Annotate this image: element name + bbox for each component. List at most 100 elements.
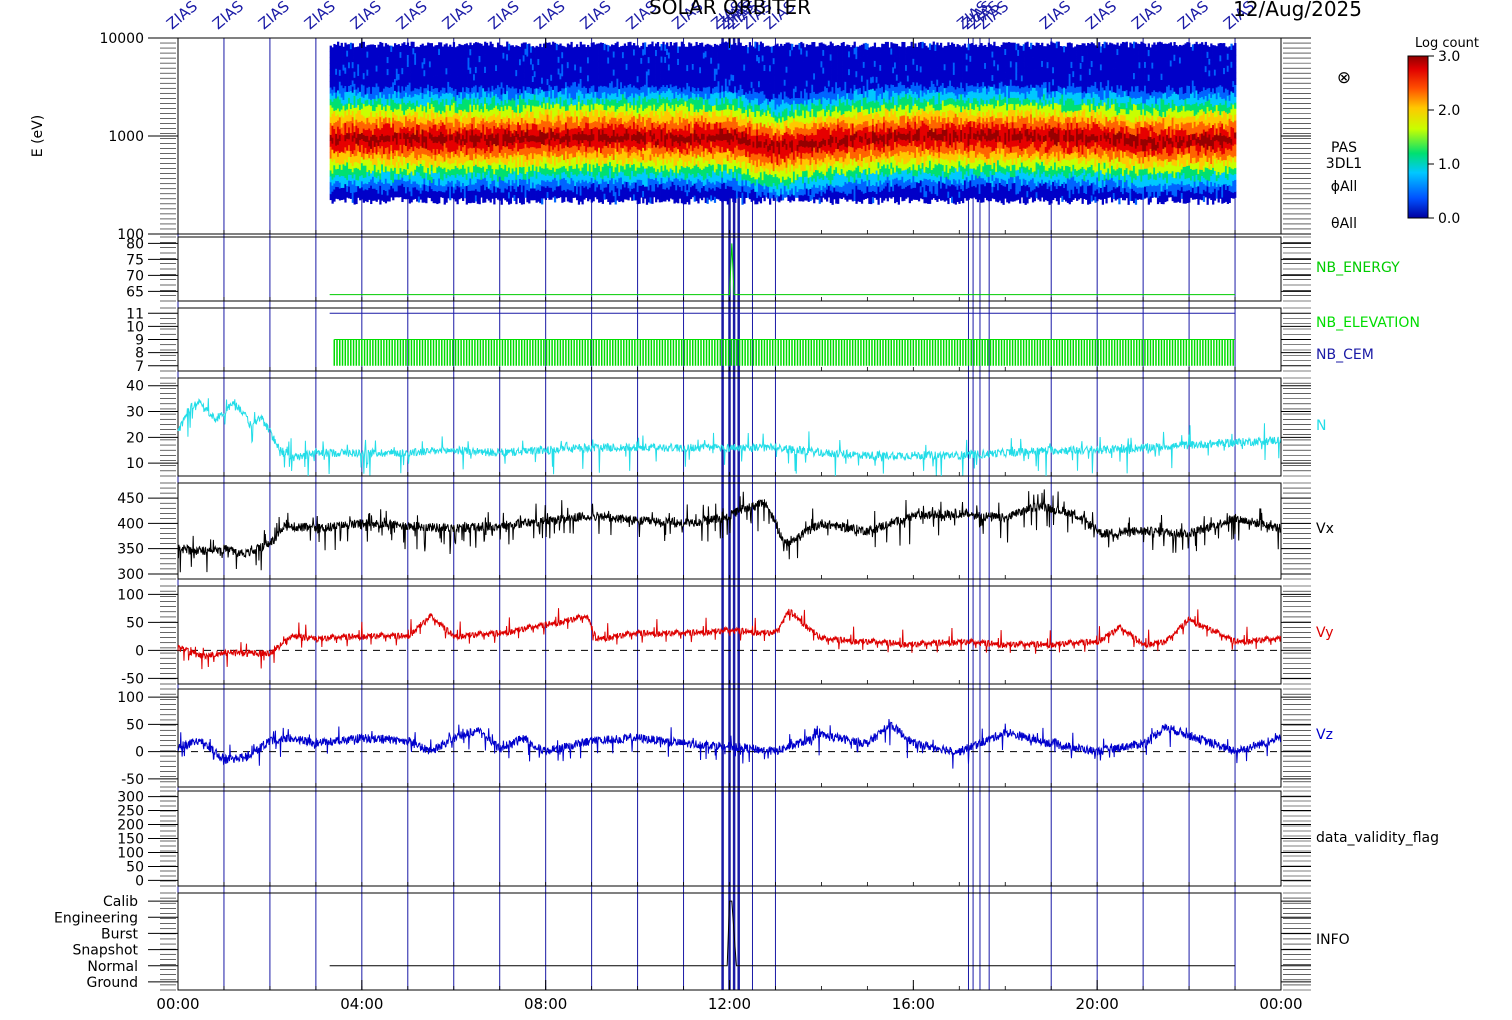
spectrogram-cell	[419, 157, 422, 165]
spectrogram-cell	[618, 94, 621, 101]
spectrogram-cell	[410, 171, 413, 178]
spectrogram-cell	[498, 116, 502, 123]
spectrogram-cell	[658, 184, 661, 191]
spectrogram-cell	[632, 97, 636, 104]
spectrogram-cell	[552, 155, 555, 162]
spectrogram-cell	[394, 55, 397, 62]
spectrogram-cell	[357, 121, 360, 129]
spectrogram-cell	[493, 125, 496, 133]
spectrogram-cell	[577, 95, 581, 102]
spectrogram-cell	[430, 140, 434, 147]
spectrogram-cell	[355, 197, 358, 205]
spectrogram-cell	[651, 47, 654, 55]
spectrogram-cell	[364, 183, 367, 190]
spectrogram-cell	[542, 55, 546, 62]
spectrogram-cell	[555, 67, 559, 74]
spectrogram-cell	[412, 108, 415, 115]
spectrogram-cell	[443, 93, 446, 101]
spectrogram-cell	[616, 181, 619, 189]
spectrogram-cell	[640, 144, 643, 152]
spectrogram-cell	[360, 193, 364, 200]
spectrogram-cell	[427, 167, 430, 174]
spectrogram-cell	[625, 163, 628, 171]
spectrogram-cell	[428, 96, 432, 103]
spectrogram-cell	[390, 80, 393, 87]
spectrogram-cell	[460, 56, 463, 63]
spectrogram-cell	[478, 117, 481, 124]
spectrogram-cell	[592, 188, 595, 196]
spectrogram-cell	[484, 158, 487, 166]
spectrogram-cell	[403, 138, 406, 145]
spectrogram-cell	[333, 122, 336, 130]
spectrogram-cell	[625, 51, 628, 59]
spectrogram-cell	[355, 185, 358, 193]
spectrogram-cell	[366, 135, 369, 142]
spectrogram-cell	[557, 74, 560, 81]
spectrogram-cell	[359, 73, 362, 80]
spectrogram-cell	[462, 57, 465, 64]
spectrogram-cell	[647, 129, 650, 136]
spectrogram-cell	[465, 129, 468, 137]
spectrogram-cell	[625, 116, 628, 123]
spectrogram-cell	[452, 144, 456, 152]
spectrogram-cell	[552, 125, 555, 132]
spectrogram-cell	[386, 152, 389, 160]
spectrogram-cell	[506, 60, 509, 67]
spectrogram-cell	[572, 99, 575, 106]
spectrogram-cell	[447, 133, 450, 141]
spectrogram-cell	[636, 130, 639, 138]
spectrogram-cell	[476, 104, 479, 111]
spectrogram-cell	[616, 194, 619, 201]
spectrogram-cell	[485, 168, 489, 175]
spectrogram-cell	[489, 66, 492, 73]
spectrogram-cell	[416, 76, 419, 83]
spectrogram-cell	[574, 139, 577, 146]
spectrogram-cell	[592, 103, 595, 110]
spectrogram-cell	[482, 124, 485, 131]
spectrogram-cell	[473, 178, 476, 185]
spectrogram-cell	[359, 169, 362, 177]
spectrogram-cell	[533, 141, 536, 148]
spectrogram-cell	[344, 48, 347, 56]
spectrogram-cell	[511, 109, 514, 116]
spectrogram-cell	[419, 193, 422, 200]
spectrogram-cell	[460, 162, 463, 169]
spectrogram-cell	[452, 162, 456, 170]
spectrogram-cell	[394, 120, 397, 127]
spectrogram-cell	[353, 95, 356, 102]
spectrogram-cell	[507, 93, 511, 100]
spectrogram-cell	[620, 58, 623, 65]
spectrogram-cell	[394, 191, 397, 198]
spectrogram-cell	[348, 150, 351, 158]
spectrogram-cell	[572, 116, 575, 123]
spectrogram-cell	[579, 115, 582, 122]
spectrogram-cell	[511, 138, 514, 146]
spectrogram-cell	[467, 63, 470, 70]
spectrogram-cell	[642, 128, 645, 136]
spectrogram-cell	[473, 165, 476, 173]
spectrogram-cell	[390, 162, 393, 169]
spectrogram-cell	[515, 87, 518, 95]
spectrogram-cell	[364, 153, 367, 160]
spectrogram-cell	[632, 67, 636, 74]
spectrogram-cell	[386, 164, 389, 172]
spectrogram-cell	[430, 55, 434, 62]
spectrogram-cell	[546, 114, 549, 121]
spectrogram-cell	[462, 122, 465, 130]
spectrogram-cell	[414, 181, 417, 188]
spectrogram-cell	[456, 58, 459, 65]
spectrogram-cell	[572, 145, 575, 152]
spectrogram-cell	[515, 51, 518, 58]
spectrogram-cell	[574, 64, 577, 71]
spectrogram-cell	[537, 88, 540, 95]
spectrogram-cell	[640, 173, 643, 181]
spectrogram-cell	[506, 103, 509, 110]
spectrogram-cell	[612, 75, 616, 82]
spectrogram-cell	[487, 69, 490, 76]
spectrogram-cell	[351, 116, 354, 124]
spectrogram-cell	[531, 69, 535, 77]
spectrogram-cell	[651, 103, 654, 111]
spectrogram-cell	[331, 167, 334, 174]
spectrogram-cell	[585, 52, 588, 60]
spectrogram-cell	[544, 66, 547, 74]
